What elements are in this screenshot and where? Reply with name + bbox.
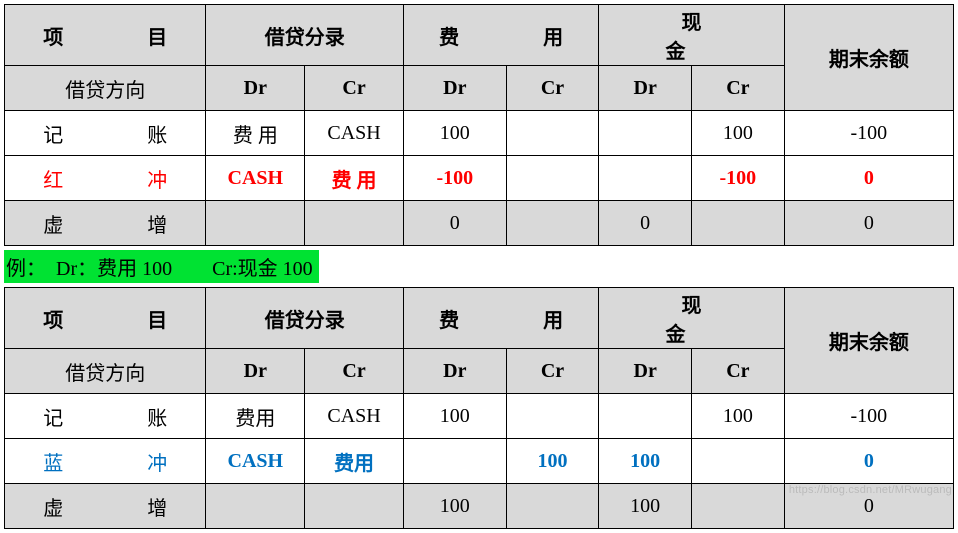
table-row: 蓝 冲CASH费用 100100 0 (5, 439, 954, 484)
cell-xj_dr: 100 (599, 439, 692, 484)
table-row: 虚 增 0 0 0 (5, 201, 954, 246)
hdr-expense: 费 用 (403, 288, 598, 349)
hdr-cr: Cr (305, 66, 404, 111)
hdr-cr: Cr (305, 349, 404, 394)
hdr-dr: Dr (206, 349, 305, 394)
cell-entry_cr: CASH (305, 111, 404, 156)
cell-fy_cr (506, 484, 599, 529)
cell-entry_cr: 费 用 (305, 156, 404, 201)
cell-name: 记 账 (5, 111, 206, 156)
hdr-cash: 现 金 (599, 5, 784, 66)
cell-fy_dr (403, 439, 506, 484)
cell-entry_cr (305, 484, 404, 529)
cell-xj_dr: 0 (599, 201, 692, 246)
cell-fy_dr: 100 (403, 111, 506, 156)
cell-entry_dr (206, 484, 305, 529)
hdr-cr: Cr (506, 349, 599, 394)
cell-xj_dr (599, 394, 692, 439)
hdr-balance: 期末余额 (784, 5, 953, 111)
header-row-1: 项 目 借贷分录 费 用 现 金 期末余额 (5, 288, 954, 349)
cell-fy_dr: 100 (403, 484, 506, 529)
hdr-expense: 费 用 (403, 5, 598, 66)
table-row: 记 账费 用CASH100100-100 (5, 111, 954, 156)
hdr-dr: Dr (403, 66, 506, 111)
cell-bal: -100 (784, 394, 953, 439)
cell-fy_cr (506, 111, 599, 156)
table-row: 记 账费用CASH100100-100 (5, 394, 954, 439)
cell-entry_cr: 费用 (305, 439, 404, 484)
cell-fy_cr (506, 394, 599, 439)
cell-fy_dr: 0 (403, 201, 506, 246)
cell-name: 虚 增 (5, 484, 206, 529)
cell-entry_cr: CASH (305, 394, 404, 439)
cell-xj_cr: 100 (692, 111, 785, 156)
cell-fy_dr: -100 (403, 156, 506, 201)
hdr-direction: 借贷方向 (5, 66, 206, 111)
cell-xj_cr: -100 (692, 156, 785, 201)
hdr-cr: Cr (506, 66, 599, 111)
example-line: 例： Dr：费用 100 Cr:现金 100 (4, 250, 954, 283)
cell-entry_cr (305, 201, 404, 246)
hdr-dr: Dr (599, 349, 692, 394)
cell-entry_dr: CASH (206, 439, 305, 484)
cell-xj_cr (692, 484, 785, 529)
cell-name: 记 账 (5, 394, 206, 439)
cell-xj_dr: 100 (599, 484, 692, 529)
hdr-dr: Dr (599, 66, 692, 111)
hdr-project: 项 目 (5, 288, 206, 349)
hdr-entry: 借贷分录 (206, 5, 403, 66)
hdr-dr: Dr (206, 66, 305, 111)
table-row: 红 冲CASH费 用-100-1000 (5, 156, 954, 201)
cell-fy_dr: 100 (403, 394, 506, 439)
cell-entry_dr: 费用 (206, 394, 305, 439)
cell-entry_dr: CASH (206, 156, 305, 201)
cell-name: 蓝 冲 (5, 439, 206, 484)
cell-xj_dr (599, 156, 692, 201)
hdr-project: 项 目 (5, 5, 206, 66)
hdr-entry: 借贷分录 (206, 288, 403, 349)
cell-fy_cr (506, 201, 599, 246)
cell-bal: -100 (784, 111, 953, 156)
cell-fy_cr (506, 156, 599, 201)
cell-entry_dr: 费 用 (206, 111, 305, 156)
cell-xj_cr (692, 201, 785, 246)
watermark: https://blog.csdn.net/MRwugang (789, 484, 952, 496)
example-text: 例： Dr：费用 100 Cr:现金 100 (4, 250, 319, 283)
header-row-1: 项 目 借贷分录 费 用 现 金 期末余额 (5, 5, 954, 66)
table-red: 项 目 借贷分录 费 用 现 金 期末余额 借贷方向 Dr Cr Dr Cr D… (4, 4, 954, 246)
cell-bal: 0 (784, 201, 953, 246)
cell-fy_cr: 100 (506, 439, 599, 484)
hdr-cr: Cr (692, 66, 785, 111)
cell-xj_dr (599, 111, 692, 156)
hdr-balance: 期末余额 (784, 288, 953, 394)
hdr-dr: Dr (403, 349, 506, 394)
hdr-cash: 现 金 (599, 288, 784, 349)
cell-bal: 0 (784, 156, 953, 201)
cell-name: 红 冲 (5, 156, 206, 201)
hdr-cr: Cr (692, 349, 785, 394)
cell-entry_dr (206, 201, 305, 246)
cell-xj_cr: 100 (692, 394, 785, 439)
hdr-direction: 借贷方向 (5, 349, 206, 394)
cell-xj_cr (692, 439, 785, 484)
cell-name: 虚 增 (5, 201, 206, 246)
cell-bal: 0 (784, 439, 953, 484)
